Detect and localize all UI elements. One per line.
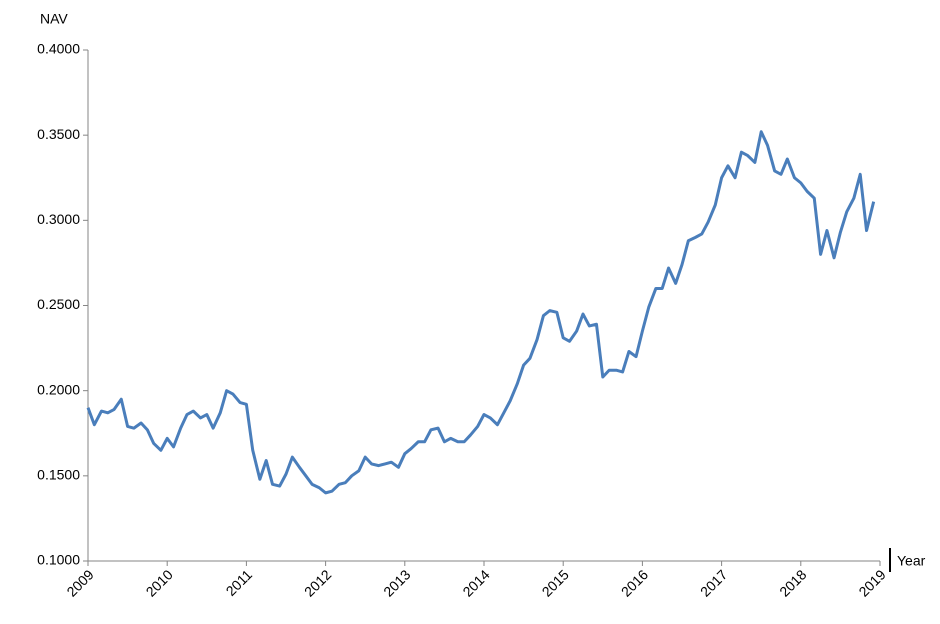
x-tick-label: 2014 <box>459 566 492 599</box>
y-tick-label: 0.3000 <box>37 211 80 227</box>
x-tick-label: 2017 <box>697 566 730 599</box>
y-tick-label: 0.1000 <box>37 552 80 568</box>
x-axis-title: Year <box>897 553 926 569</box>
y-tick-label: 0.2500 <box>37 296 80 312</box>
series-line <box>86 130 876 495</box>
x-tick-label: 2010 <box>143 566 176 599</box>
y-axis-title: NAV <box>40 11 68 27</box>
x-tick-label: 2013 <box>380 566 413 599</box>
x-tick-label: 2011 <box>223 566 256 599</box>
y-tick-label: 0.1500 <box>37 467 80 483</box>
x-tick-label: 2015 <box>539 566 572 599</box>
y-tick-label: 0.2000 <box>37 381 80 397</box>
x-tick-label: 2012 <box>301 566 334 599</box>
x-tick-label: 2019 <box>855 566 888 599</box>
x-tick-label: 2018 <box>776 566 809 599</box>
y-tick-label: 0.3500 <box>37 126 80 142</box>
y-tick-label: 0.4000 <box>37 41 80 57</box>
x-tick-label: 2016 <box>618 566 651 599</box>
x-tick-label: 2009 <box>63 566 96 599</box>
